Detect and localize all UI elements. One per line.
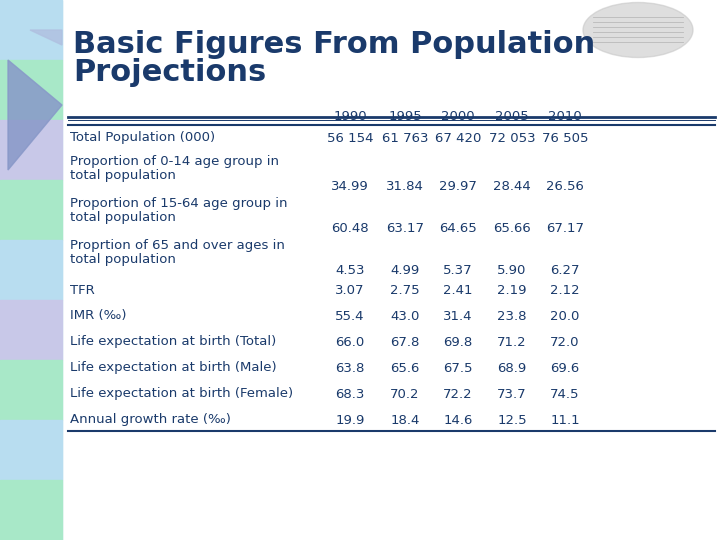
Text: 2.19: 2.19 xyxy=(498,284,527,296)
Text: Proportion of 0-14 age group in: Proportion of 0-14 age group in xyxy=(70,155,279,168)
Polygon shape xyxy=(8,60,62,170)
Text: 67 420: 67 420 xyxy=(435,132,481,145)
Text: 1990: 1990 xyxy=(333,110,366,123)
Text: 65.66: 65.66 xyxy=(493,221,531,234)
Text: 72.2: 72.2 xyxy=(444,388,473,401)
Text: 68.9: 68.9 xyxy=(498,361,526,375)
Polygon shape xyxy=(30,30,62,45)
Bar xyxy=(0,420,62,480)
Text: 61 763: 61 763 xyxy=(382,132,428,145)
Text: 26.56: 26.56 xyxy=(546,179,584,192)
Text: Life expectation at birth (Female): Life expectation at birth (Female) xyxy=(70,388,293,401)
Text: 12.5: 12.5 xyxy=(498,414,527,427)
Text: 74.5: 74.5 xyxy=(550,388,580,401)
Text: 1995: 1995 xyxy=(388,110,422,123)
Text: 4.53: 4.53 xyxy=(336,264,365,276)
Text: 19.9: 19.9 xyxy=(336,414,365,427)
Text: IMR (‰): IMR (‰) xyxy=(70,309,127,322)
Text: 63.17: 63.17 xyxy=(386,221,424,234)
Text: 43.0: 43.0 xyxy=(390,309,420,322)
Text: 2.75: 2.75 xyxy=(390,284,420,296)
Text: total population: total population xyxy=(70,211,176,224)
Bar xyxy=(0,300,62,360)
Text: 6.27: 6.27 xyxy=(550,264,580,276)
Text: 5.37: 5.37 xyxy=(444,264,473,276)
Text: 29.97: 29.97 xyxy=(439,179,477,192)
Text: 69.8: 69.8 xyxy=(444,335,472,348)
Text: 31.84: 31.84 xyxy=(386,179,424,192)
Text: 2.12: 2.12 xyxy=(550,284,580,296)
Text: 67.17: 67.17 xyxy=(546,221,584,234)
Text: 28.44: 28.44 xyxy=(493,179,531,192)
Text: 63.8: 63.8 xyxy=(336,361,365,375)
Text: 3.07: 3.07 xyxy=(336,284,365,296)
Text: 73.7: 73.7 xyxy=(498,388,527,401)
Bar xyxy=(0,360,62,420)
Text: Projections: Projections xyxy=(73,58,266,87)
Bar xyxy=(0,0,62,540)
Text: 23.8: 23.8 xyxy=(498,309,527,322)
Text: 2.41: 2.41 xyxy=(444,284,473,296)
Text: 66.0: 66.0 xyxy=(336,335,364,348)
Text: total population: total population xyxy=(70,169,176,182)
Text: Annual growth rate (‰): Annual growth rate (‰) xyxy=(70,414,231,427)
Bar xyxy=(0,480,62,540)
Text: 2010: 2010 xyxy=(548,110,582,123)
Text: 60.48: 60.48 xyxy=(331,221,369,234)
Text: 76 505: 76 505 xyxy=(541,132,588,145)
Ellipse shape xyxy=(583,3,693,57)
Bar xyxy=(0,120,62,180)
Text: Basic Figures From Population: Basic Figures From Population xyxy=(73,30,595,59)
Text: 69.6: 69.6 xyxy=(550,361,580,375)
Text: Proprtion of 65 and over ages in: Proprtion of 65 and over ages in xyxy=(70,239,285,252)
Text: 67.8: 67.8 xyxy=(390,335,420,348)
Text: 67.5: 67.5 xyxy=(444,361,473,375)
Text: 64.65: 64.65 xyxy=(439,221,477,234)
Text: total population: total population xyxy=(70,253,176,266)
Text: Life expectation at birth (Total): Life expectation at birth (Total) xyxy=(70,335,276,348)
Text: 2005: 2005 xyxy=(495,110,529,123)
Text: Proportion of 15-64 age group in: Proportion of 15-64 age group in xyxy=(70,197,287,210)
Text: 72.0: 72.0 xyxy=(550,335,580,348)
Text: Life expectation at birth (Male): Life expectation at birth (Male) xyxy=(70,361,276,375)
Text: 14.6: 14.6 xyxy=(444,414,473,427)
Text: 20.0: 20.0 xyxy=(550,309,580,322)
Text: 68.3: 68.3 xyxy=(336,388,365,401)
Text: 2000: 2000 xyxy=(441,110,474,123)
Text: 65.6: 65.6 xyxy=(390,361,420,375)
Text: 11.1: 11.1 xyxy=(550,414,580,427)
Text: 34.99: 34.99 xyxy=(331,179,369,192)
Bar xyxy=(0,180,62,240)
Text: 71.2: 71.2 xyxy=(498,335,527,348)
Text: Total Population (000): Total Population (000) xyxy=(70,132,215,145)
Text: 4.99: 4.99 xyxy=(390,264,420,276)
Bar xyxy=(0,0,62,60)
Text: 55.4: 55.4 xyxy=(336,309,365,322)
Bar xyxy=(0,240,62,300)
Text: 18.4: 18.4 xyxy=(390,414,420,427)
Text: 5.90: 5.90 xyxy=(498,264,527,276)
Text: 56 154: 56 154 xyxy=(327,132,373,145)
Bar xyxy=(0,60,62,120)
Text: 72 053: 72 053 xyxy=(489,132,535,145)
Text: TFR: TFR xyxy=(70,284,95,296)
Text: 31.4: 31.4 xyxy=(444,309,473,322)
Text: 70.2: 70.2 xyxy=(390,388,420,401)
